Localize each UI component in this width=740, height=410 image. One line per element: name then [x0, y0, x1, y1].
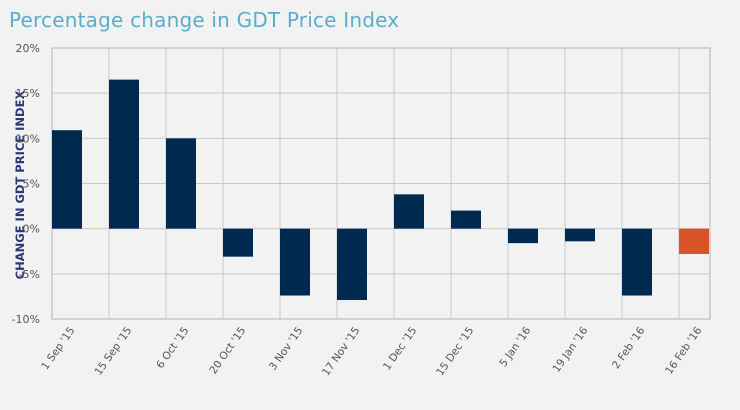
x-tick-label: 1 Sep '15 [39, 325, 77, 372]
bar [679, 228, 709, 254]
y-tick-label: -10% [12, 313, 40, 326]
x-tick-label: 17 Nov '15 [320, 325, 362, 378]
bar [337, 228, 367, 301]
y-tick-label: 5% [23, 178, 40, 191]
bar [52, 130, 82, 229]
y-tick-label: 15% [16, 87, 40, 100]
bar [166, 138, 196, 229]
x-tick-label: 15 Dec '15 [434, 325, 476, 378]
y-tick-label: 10% [16, 132, 40, 145]
x-tick-label: 16 Feb '16 [663, 325, 704, 377]
x-tick-label: 6 Oct '15 [154, 325, 191, 371]
bar [223, 228, 253, 257]
grid [51, 47, 711, 320]
bar [394, 194, 424, 229]
x-tick-label: 20 Oct '15 [207, 325, 248, 376]
x-tick-label: 5 Jan '16 [497, 325, 533, 370]
bars [52, 79, 709, 301]
bar [109, 79, 139, 229]
x-tick-label: 19 Jan '16 [551, 325, 591, 375]
x-tick-label: 3 Nov '15 [267, 325, 306, 373]
y-tick-label: -5% [19, 268, 40, 281]
y-tick-label: 20% [16, 42, 40, 55]
bar [508, 228, 538, 244]
bar [565, 228, 595, 242]
x-tick-label: 2 Feb '16 [610, 325, 648, 372]
y-ticks: 20% 15% 10% 5% 0% -5% -10% [12, 42, 40, 326]
bar [280, 228, 310, 296]
x-tick-label: 15 Sep '15 [92, 325, 134, 378]
y-tick-label: 0% [23, 223, 40, 236]
x-tick-label: 1 Dec '15 [381, 325, 419, 373]
bar [451, 210, 481, 229]
chart-title: Percentage change in GDT Price Index [9, 8, 400, 32]
bar [622, 228, 652, 296]
x-ticks: 1 Sep '15 15 Sep '15 6 Oct '15 20 Oct '15 3 … [39, 325, 704, 379]
